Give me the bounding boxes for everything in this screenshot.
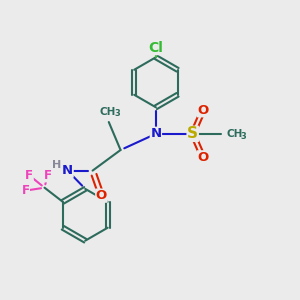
Text: 3: 3 — [114, 110, 120, 118]
Text: S: S — [187, 126, 198, 141]
Text: H: H — [52, 160, 61, 170]
Text: Cl: Cl — [148, 40, 163, 55]
Text: F: F — [21, 184, 29, 197]
Text: CH: CH — [226, 129, 243, 139]
Text: F: F — [25, 169, 33, 182]
Text: N: N — [150, 127, 161, 140]
Text: CH: CH — [99, 107, 116, 117]
Text: N: N — [62, 164, 73, 177]
Text: O: O — [197, 151, 208, 164]
Text: 3: 3 — [241, 132, 246, 141]
Text: O: O — [96, 189, 107, 202]
Text: O: O — [197, 104, 208, 117]
Text: F: F — [44, 169, 52, 182]
